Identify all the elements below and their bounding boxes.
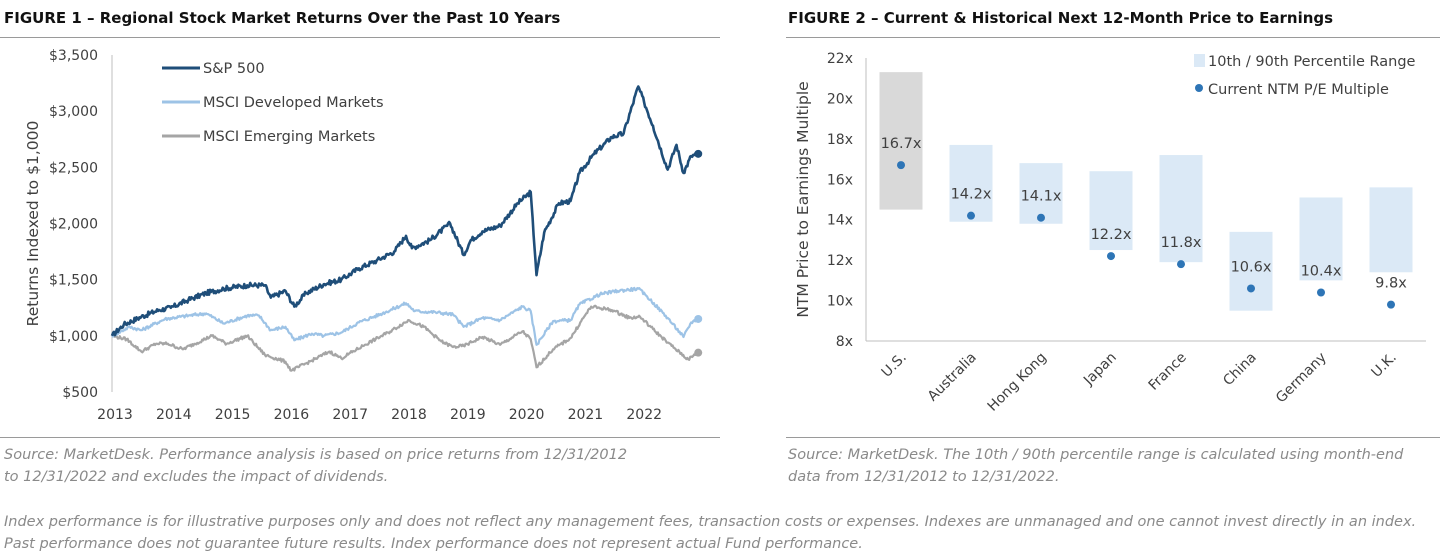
current-pe-dot xyxy=(967,211,975,220)
x-tick-label: 2020 xyxy=(509,407,545,423)
figure-1-title-rule xyxy=(0,37,720,38)
pe-multiple-range-chart: 8x 10x 12x 14x 16x 18x 20x 22x NTM Price to Earn… xyxy=(794,51,1426,415)
percentile-range-bar xyxy=(1089,171,1133,251)
current-pe-label: 16.7x xyxy=(881,136,922,152)
y-tick-label: 14x xyxy=(827,213,853,229)
y-tick-label: 22x xyxy=(827,51,853,67)
y-tick-label: 10x xyxy=(827,294,853,310)
current-pe-label: 10.6x xyxy=(1231,259,1272,275)
x-tick-label: France xyxy=(1146,350,1190,394)
percentile-range-bar xyxy=(879,72,923,210)
series-line xyxy=(111,304,700,372)
series-line xyxy=(110,85,699,337)
y-tick-label: $1,500 xyxy=(49,273,98,289)
x-tick-label: 2019 xyxy=(450,407,486,423)
x-tick-label: 2014 xyxy=(156,407,192,423)
y-tick-label: 20x xyxy=(827,91,853,107)
series-end-marker xyxy=(694,314,703,323)
legend-label: MSCI Developed Markets xyxy=(203,95,384,111)
x-tick-label: Japan xyxy=(1080,350,1120,390)
x-tick-label: U.K. xyxy=(1368,350,1399,381)
legend-swatch xyxy=(1195,84,1203,92)
percentile-range-bar xyxy=(1019,163,1063,224)
y-tick-label: 8x xyxy=(836,334,853,350)
y-tick-label: 16x xyxy=(827,172,853,188)
x-tick-label: Hong Kong xyxy=(985,350,1050,415)
stock-returns-line-chart: $500 $1,000 $1,500 $2,000 $2,500 $3,000 $3,500… xyxy=(24,48,703,423)
y-tick-label: 18x xyxy=(827,132,853,148)
percentile-range-bar xyxy=(1229,231,1273,311)
x-tick-label: China xyxy=(1220,350,1260,390)
current-pe-dot xyxy=(1317,288,1325,297)
y-tick-label: 12x xyxy=(827,253,853,269)
figure-2-source-rule xyxy=(786,437,1440,438)
x-tick-label: Germany xyxy=(1273,350,1330,407)
y-tick-label: $1,000 xyxy=(49,329,98,345)
legend-label: 10th / 90th Percentile Range xyxy=(1208,54,1416,70)
current-pe-label: 9.8x xyxy=(1375,276,1407,292)
figure-1-title: FIGURE 1 – Regional Stock Market Returns… xyxy=(4,9,561,27)
series-end-marker xyxy=(694,348,703,357)
x-tick-label: U.S. xyxy=(879,350,910,381)
percentile-range-bar xyxy=(949,144,993,222)
y-axis-title: Returns Indexed to $1,000 xyxy=(24,121,42,327)
x-tick-label: 2016 xyxy=(274,407,310,423)
disclaimer: Index performance is for illustrative pu… xyxy=(4,514,1417,552)
x-tick-label: Australia xyxy=(925,350,980,405)
percentile-range-bar xyxy=(1369,187,1413,273)
y-axis-title: NTM Price to Earnings Multiple xyxy=(794,81,812,317)
current-pe-label: 14.2x xyxy=(951,187,992,203)
legend-label: MSCI Emerging Markets xyxy=(203,129,375,145)
y-tick-label: $3,500 xyxy=(49,48,98,64)
series-end-marker xyxy=(694,149,703,158)
x-tick-label: 2013 xyxy=(97,407,133,423)
current-pe-dot xyxy=(1107,252,1115,261)
figure-1-source-rule xyxy=(0,437,720,438)
current-pe-label: 11.8x xyxy=(1161,235,1202,251)
figure-2-title: FIGURE 2 – Current & Historical Next 12-… xyxy=(788,9,1334,27)
legend-swatch xyxy=(1194,54,1205,67)
y-tick-label: $3,000 xyxy=(49,104,98,120)
x-tick-label: 2017 xyxy=(332,407,368,423)
percentile-range-bar xyxy=(1159,155,1203,263)
figure-2-title-rule xyxy=(786,37,1440,38)
percentile-range-bar xyxy=(1299,197,1343,281)
current-pe-label: 14.1x xyxy=(1021,189,1062,205)
current-pe-label: 12.2x xyxy=(1091,227,1132,243)
current-pe-dot xyxy=(1037,213,1045,222)
current-pe-dot xyxy=(1177,260,1185,269)
x-tick-label: 2021 xyxy=(568,407,604,423)
y-tick-label: $2,500 xyxy=(49,160,98,176)
series-line xyxy=(111,286,699,346)
current-pe-dot xyxy=(1247,284,1255,293)
figure-2-source: Source: MarketDesk. The 10th / 90th perc… xyxy=(788,447,1404,485)
y-tick-label: $2,000 xyxy=(49,217,98,233)
y-tick-label: $500 xyxy=(62,385,98,401)
x-tick-label: 2018 xyxy=(391,407,427,423)
x-tick-label: 2015 xyxy=(215,407,251,423)
current-pe-label: 10.4x xyxy=(1301,263,1342,279)
x-tick-label: 2022 xyxy=(626,407,662,423)
current-pe-dot xyxy=(1387,300,1395,309)
current-pe-dot xyxy=(897,161,905,170)
legend-label: S&P 500 xyxy=(203,61,265,77)
figure-1-source: Source: MarketDesk. Performance analysis… xyxy=(4,447,628,485)
legend-label: Current NTM P/E Multiple xyxy=(1208,82,1389,98)
